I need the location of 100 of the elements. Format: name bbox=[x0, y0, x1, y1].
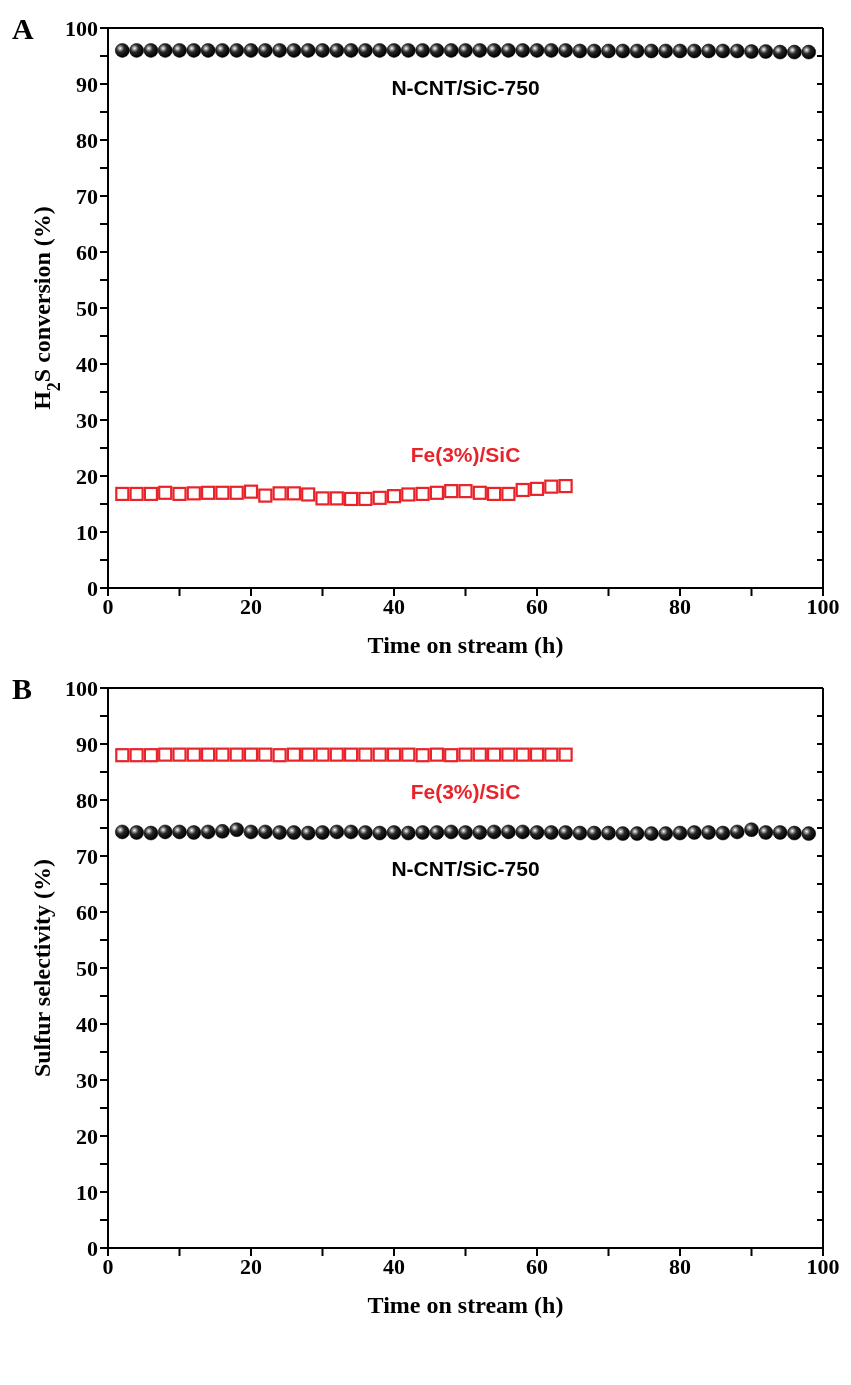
point bbox=[744, 822, 759, 837]
y-tick-label: 40 bbox=[76, 351, 98, 377]
y-axis-title: Sulfur selectivity (%) bbox=[29, 858, 55, 1078]
point bbox=[544, 825, 559, 840]
point bbox=[772, 44, 788, 60]
point bbox=[315, 825, 330, 840]
point bbox=[644, 826, 659, 841]
point bbox=[529, 481, 545, 496]
point bbox=[372, 43, 387, 58]
point bbox=[515, 824, 530, 840]
y-tick-label: 50 bbox=[76, 955, 98, 981]
point bbox=[401, 487, 416, 502]
point bbox=[344, 747, 359, 762]
point bbox=[544, 747, 559, 762]
point bbox=[429, 825, 445, 840]
point bbox=[758, 825, 774, 840]
y-tick-label: 40 bbox=[76, 1011, 98, 1037]
y-tick-label: 100 bbox=[65, 675, 98, 701]
y-tick-label: 70 bbox=[76, 183, 98, 209]
y-tick-label: 30 bbox=[76, 407, 98, 433]
x-tick-label: 40 bbox=[383, 1253, 405, 1279]
point bbox=[458, 43, 473, 58]
x-tick-label: 60 bbox=[526, 593, 548, 619]
point bbox=[115, 486, 130, 502]
point bbox=[143, 43, 159, 58]
point bbox=[229, 43, 244, 58]
point bbox=[215, 824, 230, 839]
point bbox=[329, 747, 344, 762]
text: B bbox=[12, 672, 33, 706]
point bbox=[486, 43, 502, 58]
point bbox=[129, 486, 144, 502]
point bbox=[186, 747, 201, 762]
point bbox=[386, 747, 402, 762]
text: A bbox=[12, 12, 34, 46]
point bbox=[443, 824, 459, 840]
y-tick-label: 80 bbox=[76, 127, 98, 153]
point bbox=[658, 826, 673, 841]
point bbox=[801, 44, 816, 60]
point bbox=[158, 485, 173, 500]
point bbox=[601, 43, 616, 59]
point bbox=[143, 825, 159, 841]
point bbox=[301, 487, 316, 502]
point bbox=[701, 43, 716, 59]
point bbox=[586, 825, 602, 841]
point bbox=[444, 748, 459, 763]
point bbox=[115, 748, 130, 763]
x-axis-title: Time on stream (h) bbox=[367, 1292, 564, 1318]
point bbox=[158, 747, 173, 762]
point bbox=[258, 824, 273, 840]
x-tick-label: 40 bbox=[383, 593, 405, 619]
point bbox=[343, 824, 359, 840]
point bbox=[343, 43, 359, 58]
point bbox=[558, 747, 573, 762]
point bbox=[115, 824, 130, 840]
point bbox=[286, 825, 302, 840]
point bbox=[372, 490, 387, 505]
y-tick-label: 0 bbox=[87, 575, 98, 601]
point bbox=[515, 43, 530, 58]
point bbox=[415, 43, 430, 58]
series-label: Fe(3%)/SiC bbox=[410, 442, 521, 466]
point bbox=[487, 747, 502, 762]
point bbox=[715, 825, 731, 841]
point bbox=[386, 489, 402, 504]
series-label: Fe(3%)/SiC bbox=[410, 779, 521, 803]
point bbox=[729, 43, 745, 59]
point bbox=[401, 43, 416, 58]
point bbox=[243, 824, 259, 840]
point bbox=[544, 479, 559, 494]
point bbox=[201, 485, 216, 500]
point bbox=[487, 486, 502, 502]
point bbox=[586, 43, 602, 59]
point bbox=[300, 43, 316, 58]
point bbox=[529, 747, 545, 762]
point bbox=[229, 822, 244, 837]
point bbox=[201, 747, 216, 762]
point bbox=[172, 486, 187, 502]
point bbox=[157, 43, 173, 58]
point bbox=[415, 748, 430, 763]
point bbox=[300, 825, 316, 841]
point bbox=[558, 43, 573, 58]
point bbox=[758, 44, 774, 59]
x-tick-label: 100 bbox=[806, 1253, 840, 1279]
point bbox=[301, 747, 316, 762]
point bbox=[143, 748, 158, 763]
point bbox=[744, 44, 759, 59]
point bbox=[258, 488, 273, 503]
point bbox=[243, 747, 259, 762]
point bbox=[772, 825, 788, 840]
point bbox=[572, 825, 588, 841]
point bbox=[186, 43, 202, 58]
point bbox=[243, 484, 259, 499]
y-tick-label: 60 bbox=[76, 239, 98, 265]
point bbox=[258, 43, 273, 58]
point bbox=[272, 825, 287, 840]
point bbox=[701, 825, 716, 840]
x-tick-label: 20 bbox=[240, 1253, 262, 1279]
point bbox=[572, 43, 588, 59]
point bbox=[200, 43, 216, 58]
point bbox=[715, 43, 731, 59]
point bbox=[501, 486, 516, 502]
